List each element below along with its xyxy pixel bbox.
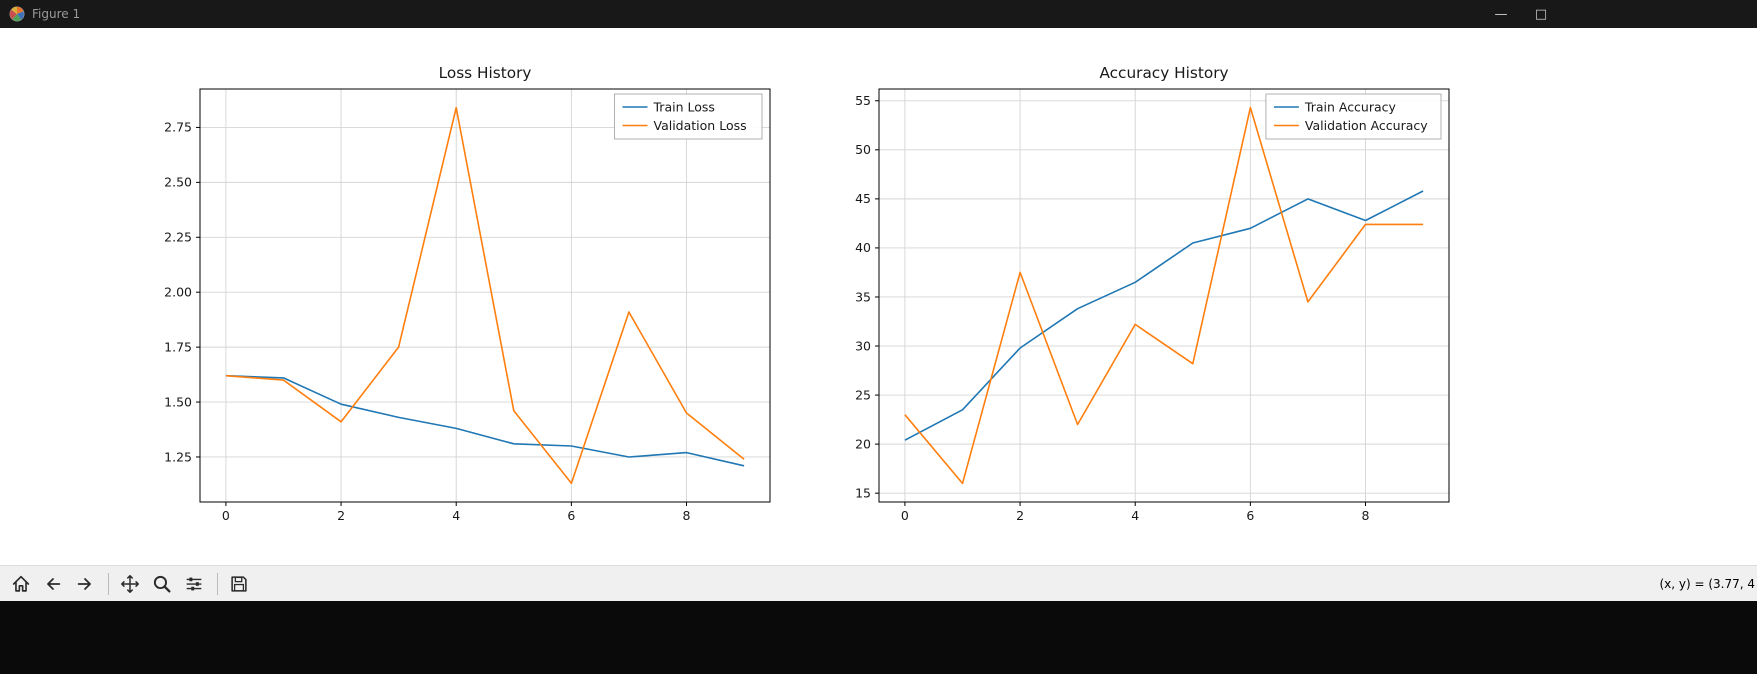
x-tick-label: 2 — [337, 508, 345, 523]
x-tick-label: 8 — [683, 508, 691, 523]
series-line — [225, 374, 745, 467]
home-button[interactable] — [6, 569, 36, 599]
chart-accuracy-history[interactable]: 0 2 4 6 8 15 20 25 30 35 40 45 50 55 Accuracy History T… — [819, 59, 1459, 539]
series-line — [904, 190, 1424, 441]
back-arrow-icon — [47, 577, 61, 590]
y-tick-label: 40 — [855, 240, 871, 255]
figure-window: Figure 1 — □ 0 2 4 6 8 1.25 1.50 1.75 2.00 2.25 2.… — [0, 0, 1757, 601]
toolbar-separator — [108, 572, 109, 595]
forward-arrow-icon — [77, 577, 91, 590]
x-tick-label: 4 — [1131, 508, 1139, 523]
chart-title: Accuracy History — [1099, 64, 1228, 82]
toolbar-separator — [217, 572, 218, 595]
y-tick-label: 2.25 — [164, 230, 192, 245]
y-tick-label: 2.00 — [164, 285, 192, 300]
figure-canvas[interactable]: 0 2 4 6 8 1.25 1.50 1.75 2.00 2.25 2.50 2.75 Loss Hi… — [0, 28, 1757, 565]
x-tick-label: 6 — [567, 508, 575, 523]
cursor-coordinates: (x, y) = (3.77, 4 — [1659, 577, 1755, 591]
desktop-background — [0, 601, 1757, 674]
chart-loss-history[interactable]: 0 2 4 6 8 1.25 1.50 1.75 2.00 2.25 2.50 2.75 Loss Hi… — [140, 59, 780, 539]
y-tick-label: 2.50 — [164, 175, 192, 190]
y-tick-label: 1.25 — [164, 449, 192, 464]
y-tick-label: 2.75 — [164, 120, 192, 135]
home-icon — [12, 575, 30, 592]
x-tick-label: 0 — [901, 508, 909, 523]
navigation-toolbar: (x, y) = (3.77, 4 — [0, 565, 1757, 601]
legend — [1265, 93, 1442, 140]
x-tick-label: 4 — [452, 508, 460, 523]
y-tick-label: 1.50 — [164, 394, 192, 409]
y-tick-label: 50 — [855, 142, 871, 157]
back-button[interactable] — [38, 569, 68, 599]
window-controls: — □ — [1488, 0, 1568, 28]
series-line — [225, 106, 745, 485]
axes-frame — [878, 88, 1450, 503]
legend-label: Validation Accuracy — [1305, 118, 1428, 133]
zoom-button[interactable] — [147, 569, 177, 599]
save-icon — [231, 575, 247, 592]
chart-title: Loss History — [439, 64, 532, 82]
matplotlib-icon — [9, 6, 25, 22]
zoom-icon — [153, 575, 171, 593]
minimize-button[interactable]: — — [1494, 6, 1508, 22]
y-tick-label: 30 — [855, 338, 871, 353]
y-tick-label: 55 — [855, 93, 871, 108]
x-tick-label: 6 — [1246, 508, 1254, 523]
y-tick-label: 20 — [855, 436, 871, 451]
pan-button[interactable] — [115, 569, 145, 599]
titlebar[interactable]: Figure 1 — □ — [0, 0, 1757, 28]
legend-label: Train Loss — [653, 99, 715, 114]
legend-label: Train Accuracy — [1304, 99, 1397, 114]
x-tick-label: 2 — [1016, 508, 1024, 523]
x-tick-label: 0 — [222, 508, 230, 523]
y-tick-label: 1.75 — [164, 339, 192, 354]
configure-subplots-button[interactable] — [179, 569, 209, 599]
save-button[interactable] — [224, 569, 254, 599]
window-title: Figure 1 — [32, 7, 81, 21]
pan-icon — [121, 574, 139, 593]
y-tick-label: 35 — [855, 289, 871, 304]
y-tick-label: 45 — [855, 191, 871, 206]
maximize-button[interactable]: □ — [1534, 6, 1548, 22]
x-tick-label: 8 — [1362, 508, 1370, 523]
series-line — [904, 106, 1424, 485]
y-tick-label: 15 — [855, 485, 871, 500]
forward-button[interactable] — [70, 569, 100, 599]
y-tick-label: 25 — [855, 387, 871, 402]
sliders-icon — [186, 577, 202, 590]
legend-label: Validation Loss — [654, 118, 747, 133]
axes-frame — [199, 88, 771, 503]
legend — [614, 93, 763, 140]
